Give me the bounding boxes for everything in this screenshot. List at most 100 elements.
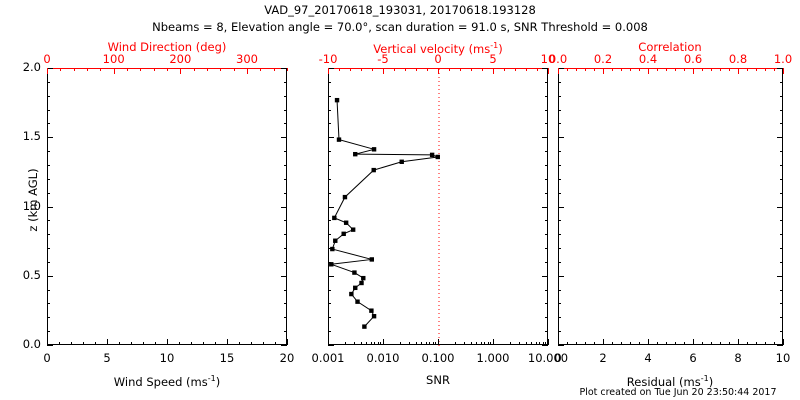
x-top-major-tick — [328, 68, 329, 74]
x-minor-tick — [203, 342, 204, 345]
x-top-minor-tick — [630, 68, 631, 71]
y-minor-tick — [284, 261, 287, 263]
x-top-tick-label: 0 — [43, 52, 51, 66]
x-top-minor-tick — [233, 68, 235, 71]
x-top-major-tick — [558, 68, 559, 74]
plot-area-wind — [48, 69, 288, 346]
x-minor-tick — [366, 342, 368, 345]
x-top-minor-tick — [60, 68, 62, 71]
snr-data-point — [352, 270, 357, 275]
x-top-major-tick — [247, 68, 248, 74]
x-minor-tick — [535, 342, 537, 345]
snr-data-point — [330, 246, 335, 252]
y-minor-tick — [47, 95, 50, 97]
figure-title: VAD_97_20170618_193031, 20170618.193128 — [264, 3, 536, 17]
x-minor-tick — [639, 342, 640, 345]
x-top-minor-tick — [765, 68, 766, 71]
x-tick-label: 0 — [554, 351, 562, 365]
y-major-tick — [328, 345, 334, 346]
x-top-minor-tick — [729, 68, 730, 71]
panel-wind — [46, 67, 288, 346]
x-top-minor-tick — [73, 68, 75, 71]
snr-data-point — [341, 231, 346, 237]
x-major-tick — [783, 339, 784, 345]
x-major-tick — [693, 339, 694, 345]
mid-top-axis-label: Vertical velocity (ms-1) — [373, 41, 503, 56]
x-tick-label: 2 — [599, 351, 607, 365]
x-tick-label: 1.000 — [476, 351, 510, 365]
x-minor-tick — [675, 342, 676, 345]
snr-data-point — [349, 291, 354, 297]
y-tick-label: 0.5 — [22, 267, 41, 282]
y-minor-tick — [328, 81, 331, 83]
x-major-tick — [558, 339, 559, 345]
x-top-tick-label: 5 — [489, 52, 497, 66]
y-minor-tick — [328, 331, 331, 333]
x-minor-tick — [630, 342, 631, 345]
x-top-minor-tick — [526, 68, 527, 71]
y-minor-tick — [558, 261, 561, 263]
x-top-minor-tick — [287, 68, 288, 71]
y-minor-tick — [545, 178, 548, 180]
panel-residual — [557, 67, 784, 345]
x-minor-tick — [484, 342, 486, 345]
snr-data-point — [329, 262, 334, 267]
x-minor-tick — [666, 342, 667, 345]
y-minor-tick — [545, 261, 548, 263]
y-major-tick — [558, 68, 564, 69]
y-minor-tick — [545, 95, 548, 97]
x-minor-tick — [526, 342, 528, 345]
y-major-tick — [281, 206, 287, 208]
y-minor-tick — [284, 317, 287, 319]
x-minor-tick — [416, 342, 418, 345]
snr-data-point — [369, 308, 374, 313]
x-top-minor-tick — [394, 68, 395, 71]
y-major-tick — [558, 137, 564, 139]
y-minor-tick — [558, 234, 561, 236]
left-top-axis-label: Wind Direction (deg) — [107, 40, 227, 54]
y-minor-tick — [284, 248, 287, 250]
x-minor-tick — [83, 342, 84, 345]
y-minor-tick — [558, 331, 561, 333]
x-top-tick-label: -10 — [318, 52, 338, 66]
x-top-minor-tick — [372, 68, 373, 71]
x-top-minor-tick — [482, 68, 483, 71]
x-major-tick — [167, 339, 168, 345]
x-major-tick — [328, 339, 329, 345]
x-minor-tick — [542, 342, 544, 345]
y-major-tick — [777, 206, 783, 208]
x-top-minor-tick — [416, 68, 417, 71]
y-minor-tick — [558, 95, 561, 97]
y-minor-tick — [284, 164, 287, 166]
y-minor-tick — [780, 81, 783, 83]
x-minor-tick — [702, 342, 703, 345]
snr-data-point — [429, 152, 435, 158]
x-minor-tick — [657, 342, 658, 345]
x-major-tick — [603, 339, 604, 345]
x-top-major-tick — [47, 68, 48, 74]
y-minor-tick — [47, 261, 50, 263]
x-top-minor-tick — [747, 68, 748, 71]
left-bottom-axis-label: Wind Speed (ms-1) — [113, 374, 221, 389]
x-top-tick-label: 10 — [540, 52, 556, 66]
x-minor-tick — [119, 342, 120, 345]
x-minor-tick — [464, 342, 466, 345]
x-top-minor-tick — [576, 68, 577, 71]
x-minor-tick — [432, 342, 434, 345]
y-minor-tick — [545, 164, 548, 166]
x-minor-tick — [519, 342, 521, 345]
x-top-minor-tick — [339, 68, 340, 71]
y-minor-tick — [558, 220, 561, 222]
y-minor-tick — [328, 289, 331, 291]
x-top-minor-tick — [273, 68, 275, 71]
snr-data-point — [371, 314, 377, 319]
x-major-tick — [493, 339, 494, 345]
x-tick-label: 5 — [103, 351, 111, 365]
snr-data-point — [353, 285, 358, 291]
y-minor-tick — [284, 123, 287, 125]
y-minor-tick — [780, 303, 783, 305]
mid-bottom-axis-label: SNR — [426, 373, 450, 387]
x-minor-tick — [531, 342, 533, 345]
y-minor-tick — [558, 81, 561, 83]
x-top-major-tick — [648, 68, 649, 74]
